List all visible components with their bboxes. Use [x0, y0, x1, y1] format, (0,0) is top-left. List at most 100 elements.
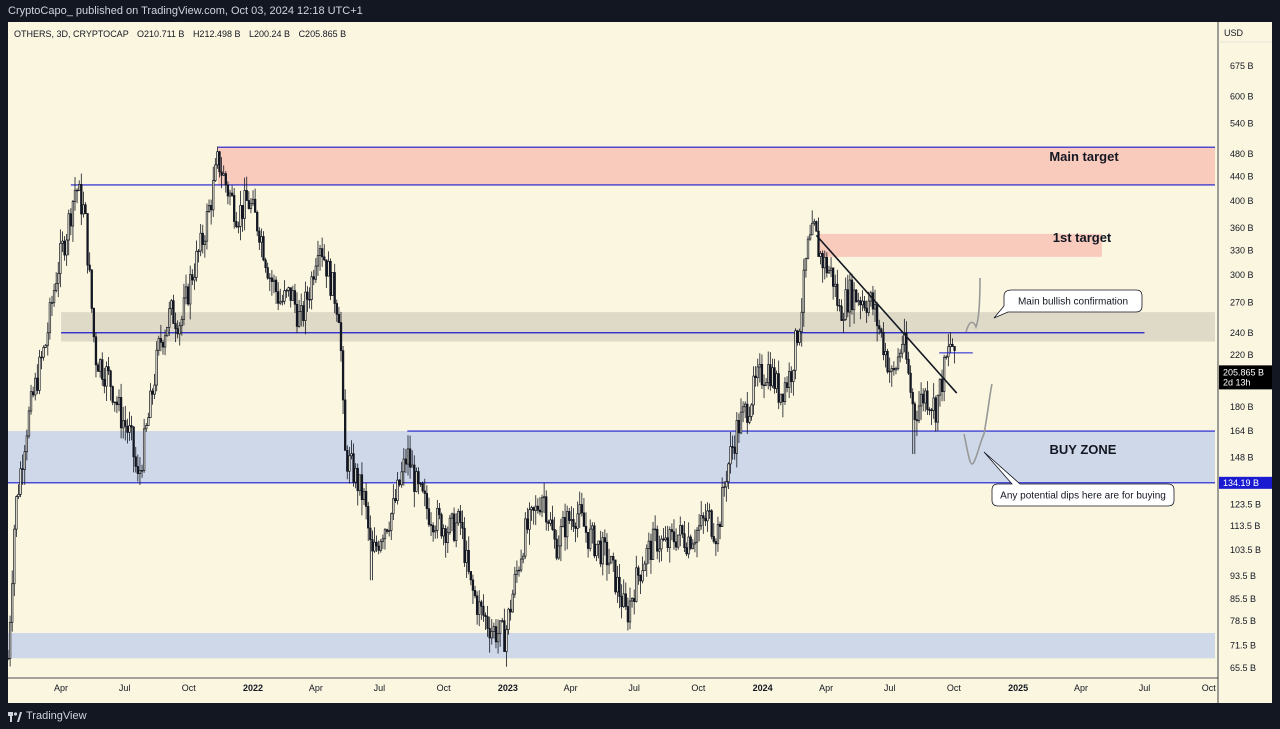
candle	[693, 529, 697, 553]
candle	[314, 258, 318, 283]
candle-body	[735, 420, 738, 454]
candle	[375, 535, 378, 552]
candle-body	[852, 289, 856, 311]
candle	[320, 237, 324, 267]
candle	[44, 343, 47, 349]
candle	[153, 373, 156, 400]
candle-body	[570, 519, 573, 521]
candle	[101, 352, 104, 386]
candle	[593, 522, 596, 559]
candle	[727, 462, 730, 489]
candle-body	[214, 164, 217, 181]
candle-body	[817, 230, 820, 257]
candle	[226, 181, 230, 205]
candle-body	[771, 367, 774, 387]
bullish-confirmation-zone	[61, 312, 1216, 342]
candle-body	[708, 510, 711, 512]
candle	[149, 383, 152, 419]
y-tick-label: 220 B	[1230, 350, 1254, 360]
candle	[166, 326, 169, 337]
candle-body	[88, 264, 91, 271]
candle-body	[578, 504, 581, 515]
candle-body	[92, 308, 96, 338]
candle	[411, 450, 414, 468]
candle-body	[505, 629, 508, 652]
candle	[258, 227, 261, 251]
candle-body	[406, 448, 410, 465]
candle	[641, 556, 644, 584]
candle-body	[371, 539, 374, 552]
candle-body	[107, 366, 110, 372]
candle-body	[457, 510, 460, 524]
y-tick-label: 400 B	[1230, 196, 1254, 206]
candle-body	[574, 526, 577, 529]
candle-body	[752, 375, 755, 406]
candle-body	[568, 511, 571, 521]
candle-body	[297, 311, 301, 327]
candle-body	[603, 537, 607, 543]
candle	[859, 296, 862, 320]
candle-body	[465, 549, 468, 563]
candle	[381, 534, 385, 550]
candle	[23, 444, 26, 485]
candle	[842, 312, 845, 334]
bullish-confirmation-text: Main bullish confirmation	[1018, 297, 1128, 308]
candle	[633, 589, 636, 615]
candle	[113, 401, 116, 412]
y-tick-label: 675 B	[1230, 61, 1254, 71]
candle	[312, 269, 315, 286]
candle-body	[310, 276, 313, 300]
candle-body	[723, 486, 726, 489]
candle-body	[392, 498, 395, 515]
candle	[220, 157, 223, 189]
candle	[542, 483, 546, 514]
candle	[829, 257, 833, 278]
candle	[836, 269, 839, 312]
candle-body	[746, 403, 749, 423]
candle	[98, 358, 102, 378]
candle	[450, 512, 454, 532]
candle-body	[886, 351, 889, 373]
candle	[337, 306, 341, 324]
candle-body	[346, 450, 349, 472]
candle-body	[825, 257, 829, 274]
candle-body	[677, 534, 680, 548]
candle	[333, 263, 336, 314]
candle-body	[756, 366, 759, 379]
candle	[103, 367, 106, 394]
candle	[697, 514, 701, 542]
x-tick-label: 2022	[243, 683, 263, 693]
candle-body	[440, 514, 443, 537]
candle	[647, 532, 650, 564]
candle-body	[762, 384, 766, 387]
publisher-text: CryptoCapo_ published on TradingView.com…	[8, 5, 363, 17]
candle-body	[635, 567, 638, 602]
candle-body	[850, 279, 854, 311]
candle-body	[601, 537, 604, 565]
candle	[86, 213, 89, 274]
candle-body	[656, 528, 659, 552]
candle	[484, 612, 487, 630]
candle-body	[266, 267, 269, 279]
candle-body	[13, 528, 16, 585]
candle	[488, 616, 491, 653]
price-chart[interactable]: Main target 1st target BUY ZONE Main bullis…	[8, 22, 1272, 703]
candle	[478, 590, 481, 627]
y-tick-label: 300 B	[1230, 270, 1254, 280]
candle-body	[216, 151, 219, 166]
y-tick-label: 360 B	[1230, 223, 1254, 233]
candle	[17, 484, 20, 500]
candle-body	[729, 446, 732, 465]
candle	[530, 505, 533, 521]
candle-body	[760, 364, 764, 386]
candle	[184, 274, 188, 305]
candle-body	[697, 525, 701, 531]
candle	[949, 332, 952, 354]
candle-body	[901, 343, 904, 354]
candle-body	[924, 390, 927, 404]
candle	[591, 522, 594, 544]
candle	[947, 333, 950, 367]
candle-body	[576, 513, 579, 529]
candle-body	[549, 519, 552, 524]
candle	[758, 353, 761, 383]
